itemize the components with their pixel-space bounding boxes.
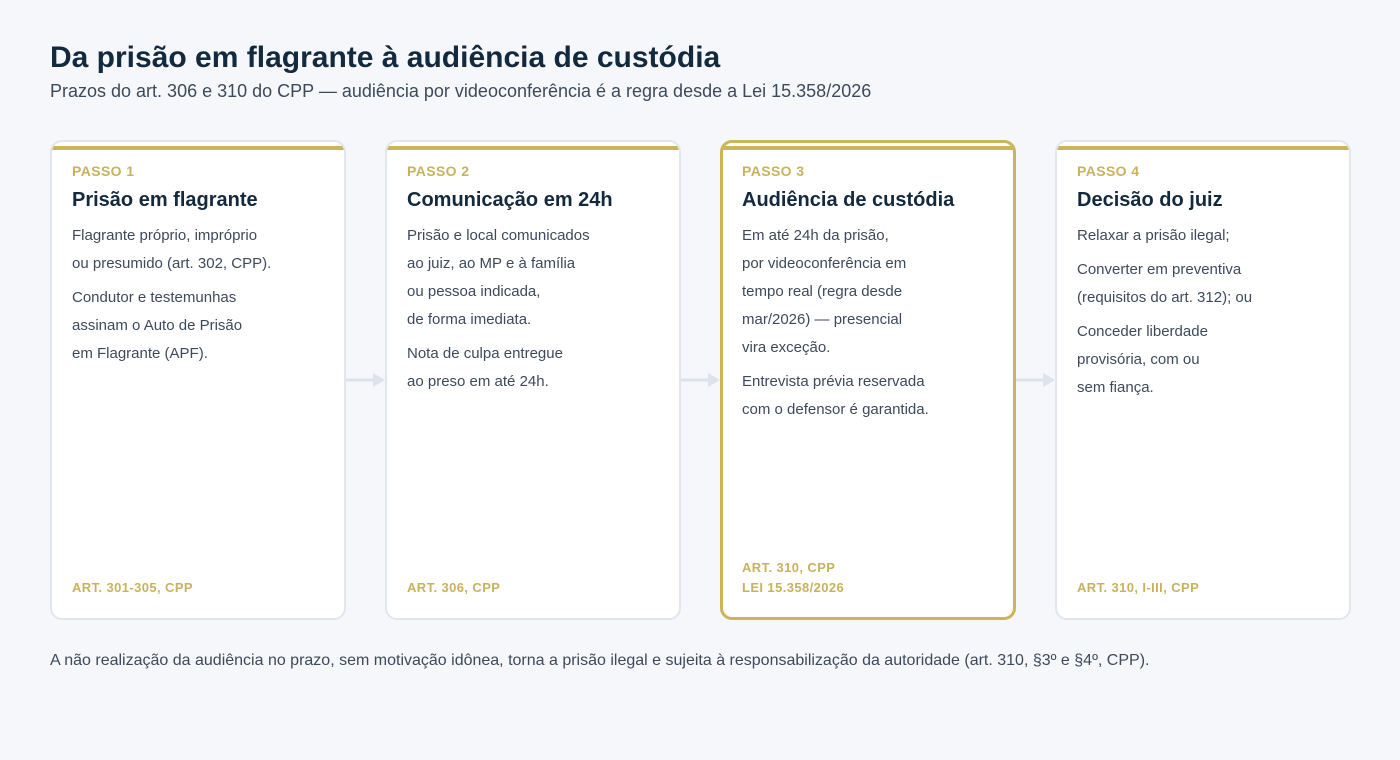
step-description-line: ou presumido (art. 302, CPP). [72, 255, 272, 272]
step-description-line: ou pessoa indicada, [407, 283, 541, 300]
step-card-4: PASSO 4 Decisão do juiz Relaxar a prisão i… [1055, 140, 1351, 620]
step-description-line: em Flagrante (APF). [72, 345, 208, 362]
legal-references: ART. 301-305, CPP [72, 578, 193, 598]
step-description-line: provisória, com ou [1077, 351, 1200, 368]
step-description: Conceder liberdade provisória, com ou sem … [1077, 318, 1335, 402]
arrow-right-icon [1016, 373, 1055, 387]
step-description-line: mar/2026) — presencial [742, 311, 903, 328]
step-description: Converter em preventiva (requisitos do ar… [1077, 256, 1335, 312]
step-description-line: de forma imediata. [407, 311, 532, 328]
steps-flow: PASSO 1 Prisão em flagrante Flagrante próp… [50, 140, 1351, 620]
step-label: PASSO 1 [72, 163, 135, 179]
step-description-line: Flagrante próprio, impróprio [72, 227, 258, 244]
step-description: Condutor e testemunhas assinam o Auto de … [72, 284, 330, 368]
step-description-line: ao juiz, ao MP e à família [407, 255, 576, 272]
step-title: Decisão do juiz [1077, 189, 1223, 211]
step-description-line: Prisão e local comunicados [407, 227, 590, 244]
step-description-line: Entrevista prévia reservada [742, 373, 925, 390]
step-description-line: Nota de culpa entregue [407, 345, 563, 362]
step-description-line: sem fiança. [1077, 379, 1154, 396]
footnote: A não realização da audiência no prazo, … [50, 652, 1150, 669]
step-title: Comunicação em 24h [407, 189, 613, 211]
step-description: Flagrante próprio, impróprio ou presumido… [72, 222, 330, 278]
legal-references: ART. 306, CPP [407, 578, 500, 598]
step-title: Audiência de custódia [742, 189, 955, 211]
page-subtitle: Prazos do art. 306 e 310 do CPP — audiên… [50, 81, 872, 101]
legal-reference: ART. 301-305, CPP [72, 580, 193, 595]
step-description: Prisão e local comunicados ao juiz, ao MP… [407, 222, 665, 334]
step-description-line: (requisitos do art. 312); ou [1077, 289, 1253, 306]
legal-reference: LEI 15.358/2026 [742, 580, 845, 595]
step-description-line: por videoconferência em [742, 255, 907, 272]
step-card-2: PASSO 2 Comunicação em 24h Prisão e local … [385, 140, 681, 620]
step-card-3: PASSO 3 Audiência de custódia Em até 24h d… [720, 140, 1016, 620]
step-content: PASSO 2 Comunicação em 24h Prisão e local … [407, 162, 665, 396]
step-label: PASSO 2 [407, 163, 470, 179]
step-content: PASSO 3 Audiência de custódia Em até 24h d… [742, 162, 999, 424]
step-description: Em até 24h da prisão, por videoconferênci… [742, 222, 999, 362]
step-description: Relaxar a prisão ilegal; [1077, 222, 1335, 250]
step-description-line: Converter em preventiva [1077, 261, 1242, 278]
arrow-right-icon [346, 373, 385, 387]
legal-reference: ART. 306, CPP [407, 580, 501, 595]
step-description-line: com o defensor é garantida. [742, 401, 929, 418]
legal-references: ART. 310, CPP LEI 15.358/2026 [742, 558, 844, 598]
page-title: Da prisão em flagrante à audiência de cu… [50, 41, 721, 74]
step-description-line: Em até 24h da prisão, [742, 227, 889, 244]
step-content: PASSO 4 Decisão do juiz Relaxar a prisão i… [1077, 162, 1335, 402]
step-description-line: Relaxar a prisão ilegal; [1077, 227, 1230, 244]
step-description-line: Conceder liberdade [1077, 323, 1208, 340]
step-title: Prisão em flagrante [72, 189, 258, 211]
legal-reference: ART. 310, CPP [742, 560, 836, 575]
legal-reference: ART. 310, I-III, CPP [1077, 580, 1200, 595]
step-description: Entrevista prévia reservada com o defenso… [742, 368, 999, 424]
arrow-right-icon [681, 373, 720, 387]
step-description-line: ao preso em até 24h. [407, 373, 549, 390]
step-label: PASSO 3 [742, 163, 805, 179]
step-description: Nota de culpa entregue ao preso em até 24… [407, 340, 665, 396]
step-label: PASSO 4 [1077, 163, 1140, 179]
step-description-line: assinam o Auto de Prisão [72, 317, 243, 334]
step-content: PASSO 1 Prisão em flagrante Flagrante próp… [72, 162, 330, 368]
step-description-line: Condutor e testemunhas [72, 289, 237, 306]
step-description-line: vira exceção. [742, 339, 831, 356]
step-description-line: tempo real (regra desde [742, 283, 903, 300]
legal-references: ART. 310, I-III, CPP [1077, 578, 1199, 598]
step-card-1: PASSO 1 Prisão em flagrante Flagrante próp… [50, 140, 346, 620]
